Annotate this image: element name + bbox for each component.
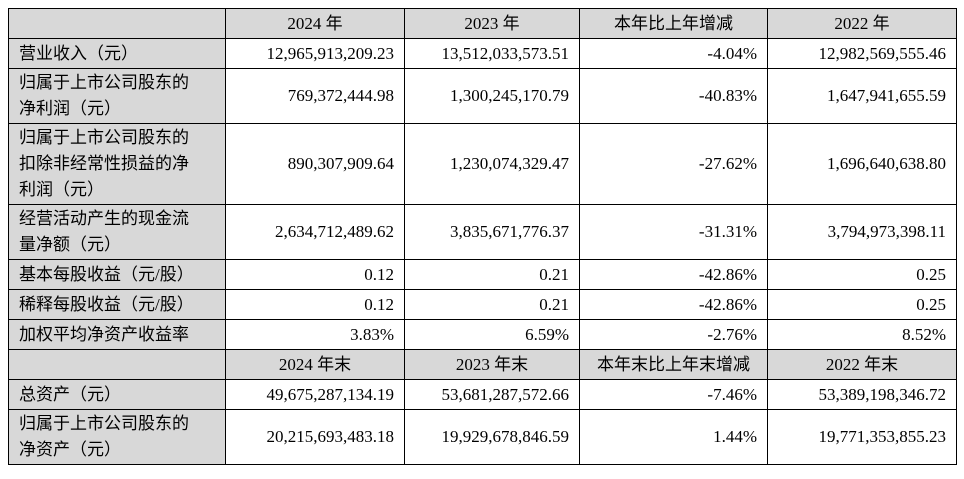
column-header-2024: 2024 年 [225,8,405,39]
cell-value: -2.76% [579,319,768,350]
column-header-2022-end: 2022 年末 [767,349,957,380]
cell-value: 12,982,569,555.46 [767,38,957,69]
table-header-annual: 2024 年 2023 年 本年比上年增减 2022 年 [8,8,957,39]
cell-value: 1.44% [579,409,768,465]
cell-value: 49,675,287,134.19 [225,379,405,410]
cell-value: 19,771,353,855.23 [767,409,957,465]
row-label: 经营活动产生的现金流 量净额（元） [8,204,226,260]
cell-value: 53,681,287,572.66 [404,379,580,410]
column-header-2022: 2022 年 [767,8,957,39]
table-row-operating-cash-flow: 经营活动产生的现金流 量净额（元） 2,634,712,489.62 3,835… [8,204,957,260]
cell-value: -40.83% [579,68,768,124]
cell-value: 0.12 [225,259,405,290]
row-label: 营业收入（元） [8,38,226,69]
table-row-weighted-avg-roe: 加权平均净资产收益率 3.83% 6.59% -2.76% 8.52% [8,319,957,350]
table-row-total-assets: 总资产（元） 49,675,287,134.19 53,681,287,572.… [8,379,957,410]
cell-value: 0.21 [404,289,580,320]
column-header-yearend-change: 本年末比上年末增减 [579,349,768,380]
financial-summary-table: 2024 年 2023 年 本年比上年增减 2022 年 营业收入（元） 12,… [8,8,957,465]
cell-value: 12,965,913,209.23 [225,38,405,69]
table-row-net-profit-excl-nonrecurring: 归属于上市公司股东的 扣除非经常性损益的净 利润（元） 890,307,909.… [8,123,957,205]
table-row-revenue: 营业收入（元） 12,965,913,209.23 13,512,033,573… [8,38,957,69]
cell-value: 769,372,444.98 [225,68,405,124]
row-label: 基本每股收益（元/股） [8,259,226,290]
cell-value: -42.86% [579,289,768,320]
cell-value: 0.12 [225,289,405,320]
cell-value: -4.04% [579,38,768,69]
table-row-basic-eps: 基本每股收益（元/股） 0.12 0.21 -42.86% 0.25 [8,259,957,290]
cell-value: -27.62% [579,123,768,205]
table-row-net-profit: 归属于上市公司股东的 净利润（元） 769,372,444.98 1,300,2… [8,68,957,124]
row-label: 归属于上市公司股东的 扣除非经常性损益的净 利润（元） [8,123,226,205]
cell-value: 3,794,973,398.11 [767,204,957,260]
column-header-2023-end: 2023 年末 [404,349,580,380]
table-row-net-assets: 归属于上市公司股东的 净资产（元） 20,215,693,483.18 19,9… [8,409,957,465]
cell-value: 0.21 [404,259,580,290]
cell-value: 20,215,693,483.18 [225,409,405,465]
cell-value: 8.52% [767,319,957,350]
cell-value: 1,696,640,638.80 [767,123,957,205]
cell-value: 6.59% [404,319,580,350]
row-label: 稀释每股收益（元/股） [8,289,226,320]
row-label: 归属于上市公司股东的 净利润（元） [8,68,226,124]
cell-value: 2,634,712,489.62 [225,204,405,260]
cell-value: 1,647,941,655.59 [767,68,957,124]
row-label: 归属于上市公司股东的 净资产（元） [8,409,226,465]
cell-value: 19,929,678,846.59 [404,409,580,465]
column-header-2024-end: 2024 年末 [225,349,405,380]
cell-value: 1,300,245,170.79 [404,68,580,124]
cell-value: -42.86% [579,259,768,290]
column-header-yoy-change: 本年比上年增减 [579,8,768,39]
cell-value: 0.25 [767,259,957,290]
table-row-diluted-eps: 稀释每股收益（元/股） 0.12 0.21 -42.86% 0.25 [8,289,957,320]
column-header-2023: 2023 年 [404,8,580,39]
financial-summary-section: 2024 年 2023 年 本年比上年增减 2022 年 营业收入（元） 12,… [8,8,957,465]
cell-value: 13,512,033,573.51 [404,38,580,69]
cell-value: 53,389,198,346.72 [767,379,957,410]
cell-value: -31.31% [579,204,768,260]
cell-value: 1,230,074,329.47 [404,123,580,205]
table-header-yearend: 2024 年末 2023 年末 本年末比上年末增减 2022 年末 [8,349,957,380]
cell-value: -7.46% [579,379,768,410]
cell-value: 890,307,909.64 [225,123,405,205]
corner-cell [8,8,226,39]
corner-cell [8,349,226,380]
row-label: 总资产（元） [8,379,226,410]
row-label: 加权平均净资产收益率 [8,319,226,350]
cell-value: 3.83% [225,319,405,350]
cell-value: 0.25 [767,289,957,320]
cell-value: 3,835,671,776.37 [404,204,580,260]
